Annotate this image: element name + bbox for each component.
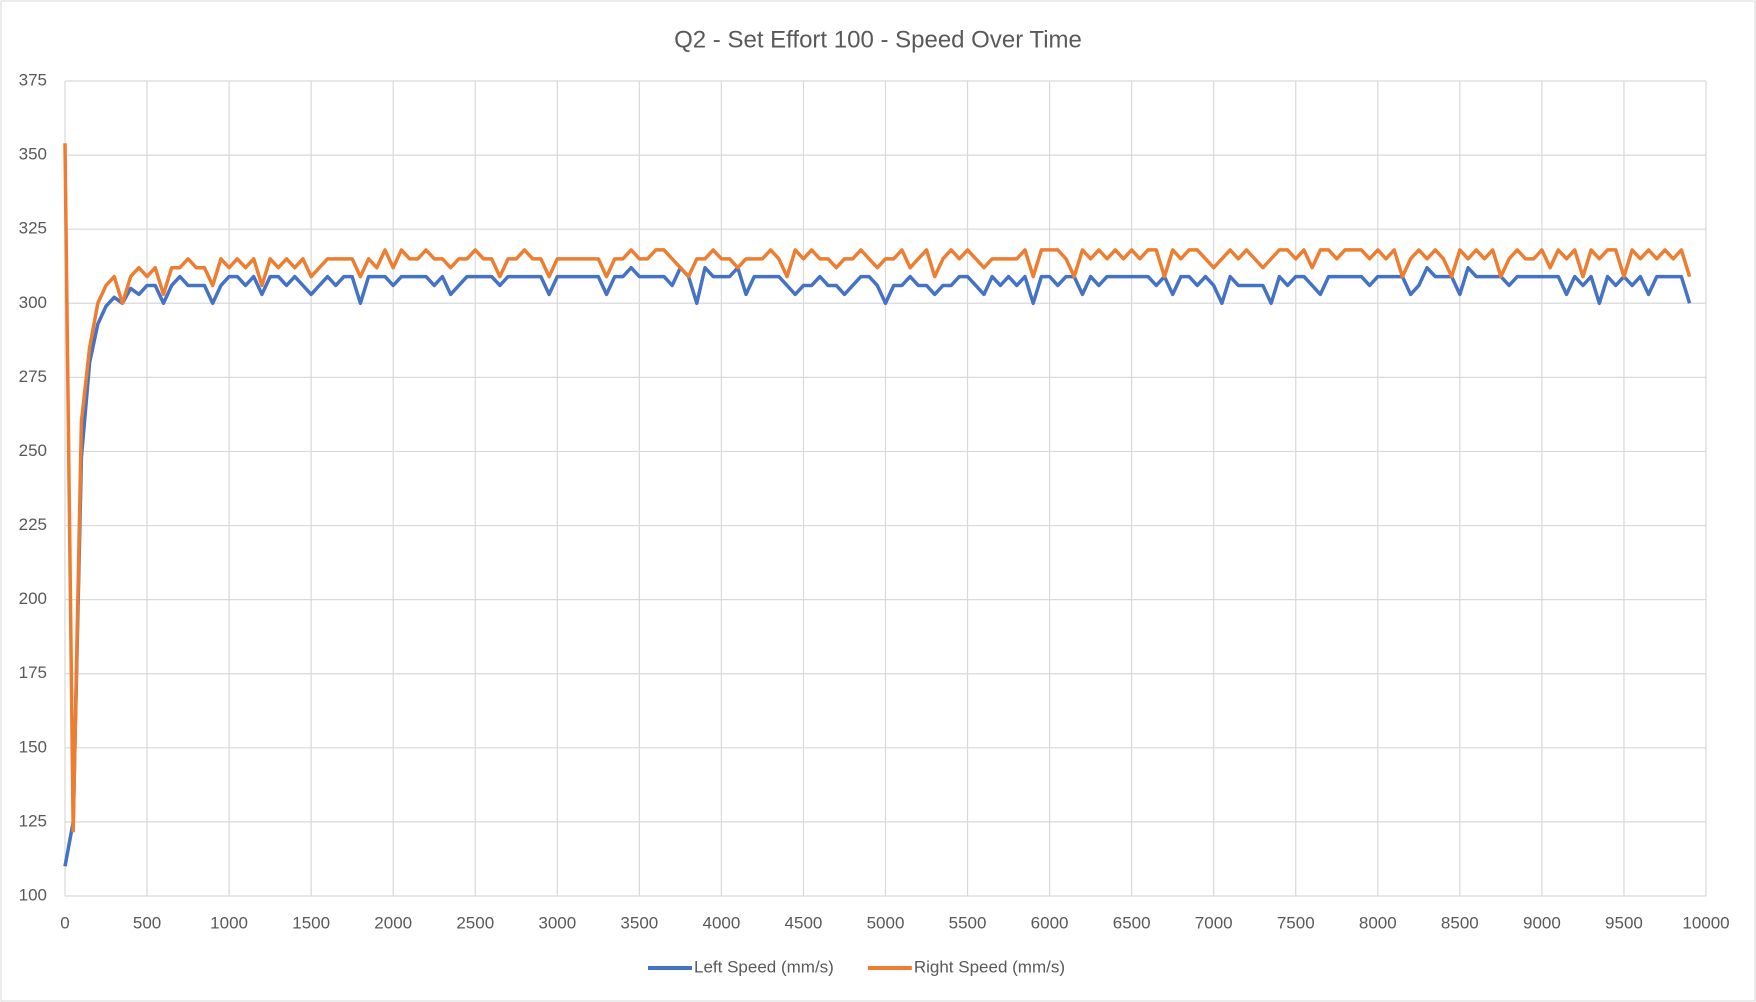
chart-title: Q2 - Set Effort 100 - Speed Over Time [674, 26, 1082, 53]
y-tick-label: 300 [19, 293, 47, 312]
x-tick-label: 3500 [620, 913, 658, 932]
series-line [63, 143, 1692, 833]
x-tick-label: 8000 [1359, 913, 1397, 932]
x-tick-label: 9000 [1523, 913, 1561, 932]
x-tick-label: 1500 [292, 913, 330, 932]
legend-label: Right Speed (mm/s) [914, 957, 1065, 976]
x-tick-label: 4500 [785, 913, 823, 932]
x-tick-label: 6500 [1113, 913, 1151, 932]
legend-label: Left Speed (mm/s) [694, 957, 834, 976]
x-tick-label: 1000 [210, 913, 248, 932]
x-tick-label: 7500 [1277, 913, 1315, 932]
x-tick-label: 500 [133, 913, 161, 932]
y-tick-label: 275 [19, 367, 47, 386]
y-tick-label: 375 [19, 70, 47, 89]
y-tick-label: 100 [19, 885, 47, 904]
x-tick-label: 0 [60, 913, 69, 932]
y-tick-label: 250 [19, 441, 47, 460]
x-tick-label: 10000 [1682, 913, 1729, 932]
series-line [63, 265, 1692, 867]
y-tick-label: 325 [19, 219, 47, 238]
y-tick-label: 350 [19, 145, 47, 164]
x-tick-label: 2000 [374, 913, 412, 932]
x-tick-label: 2500 [456, 913, 494, 932]
y-tick-label: 175 [19, 663, 47, 682]
x-tick-label: 7000 [1195, 913, 1233, 932]
y-tick-label: 225 [19, 515, 47, 534]
x-tick-label: 4000 [702, 913, 740, 932]
y-tick-label: 150 [19, 737, 47, 756]
x-tick-label: 6000 [1031, 913, 1069, 932]
y-tick-label: 200 [19, 589, 47, 608]
x-tick-label: 5000 [867, 913, 905, 932]
x-tick-label: 3000 [538, 913, 576, 932]
y-tick-label: 125 [19, 811, 47, 830]
x-tick-label: 8500 [1441, 913, 1479, 932]
x-tick-label: 9500 [1605, 913, 1643, 932]
x-tick-label: 5500 [949, 913, 987, 932]
